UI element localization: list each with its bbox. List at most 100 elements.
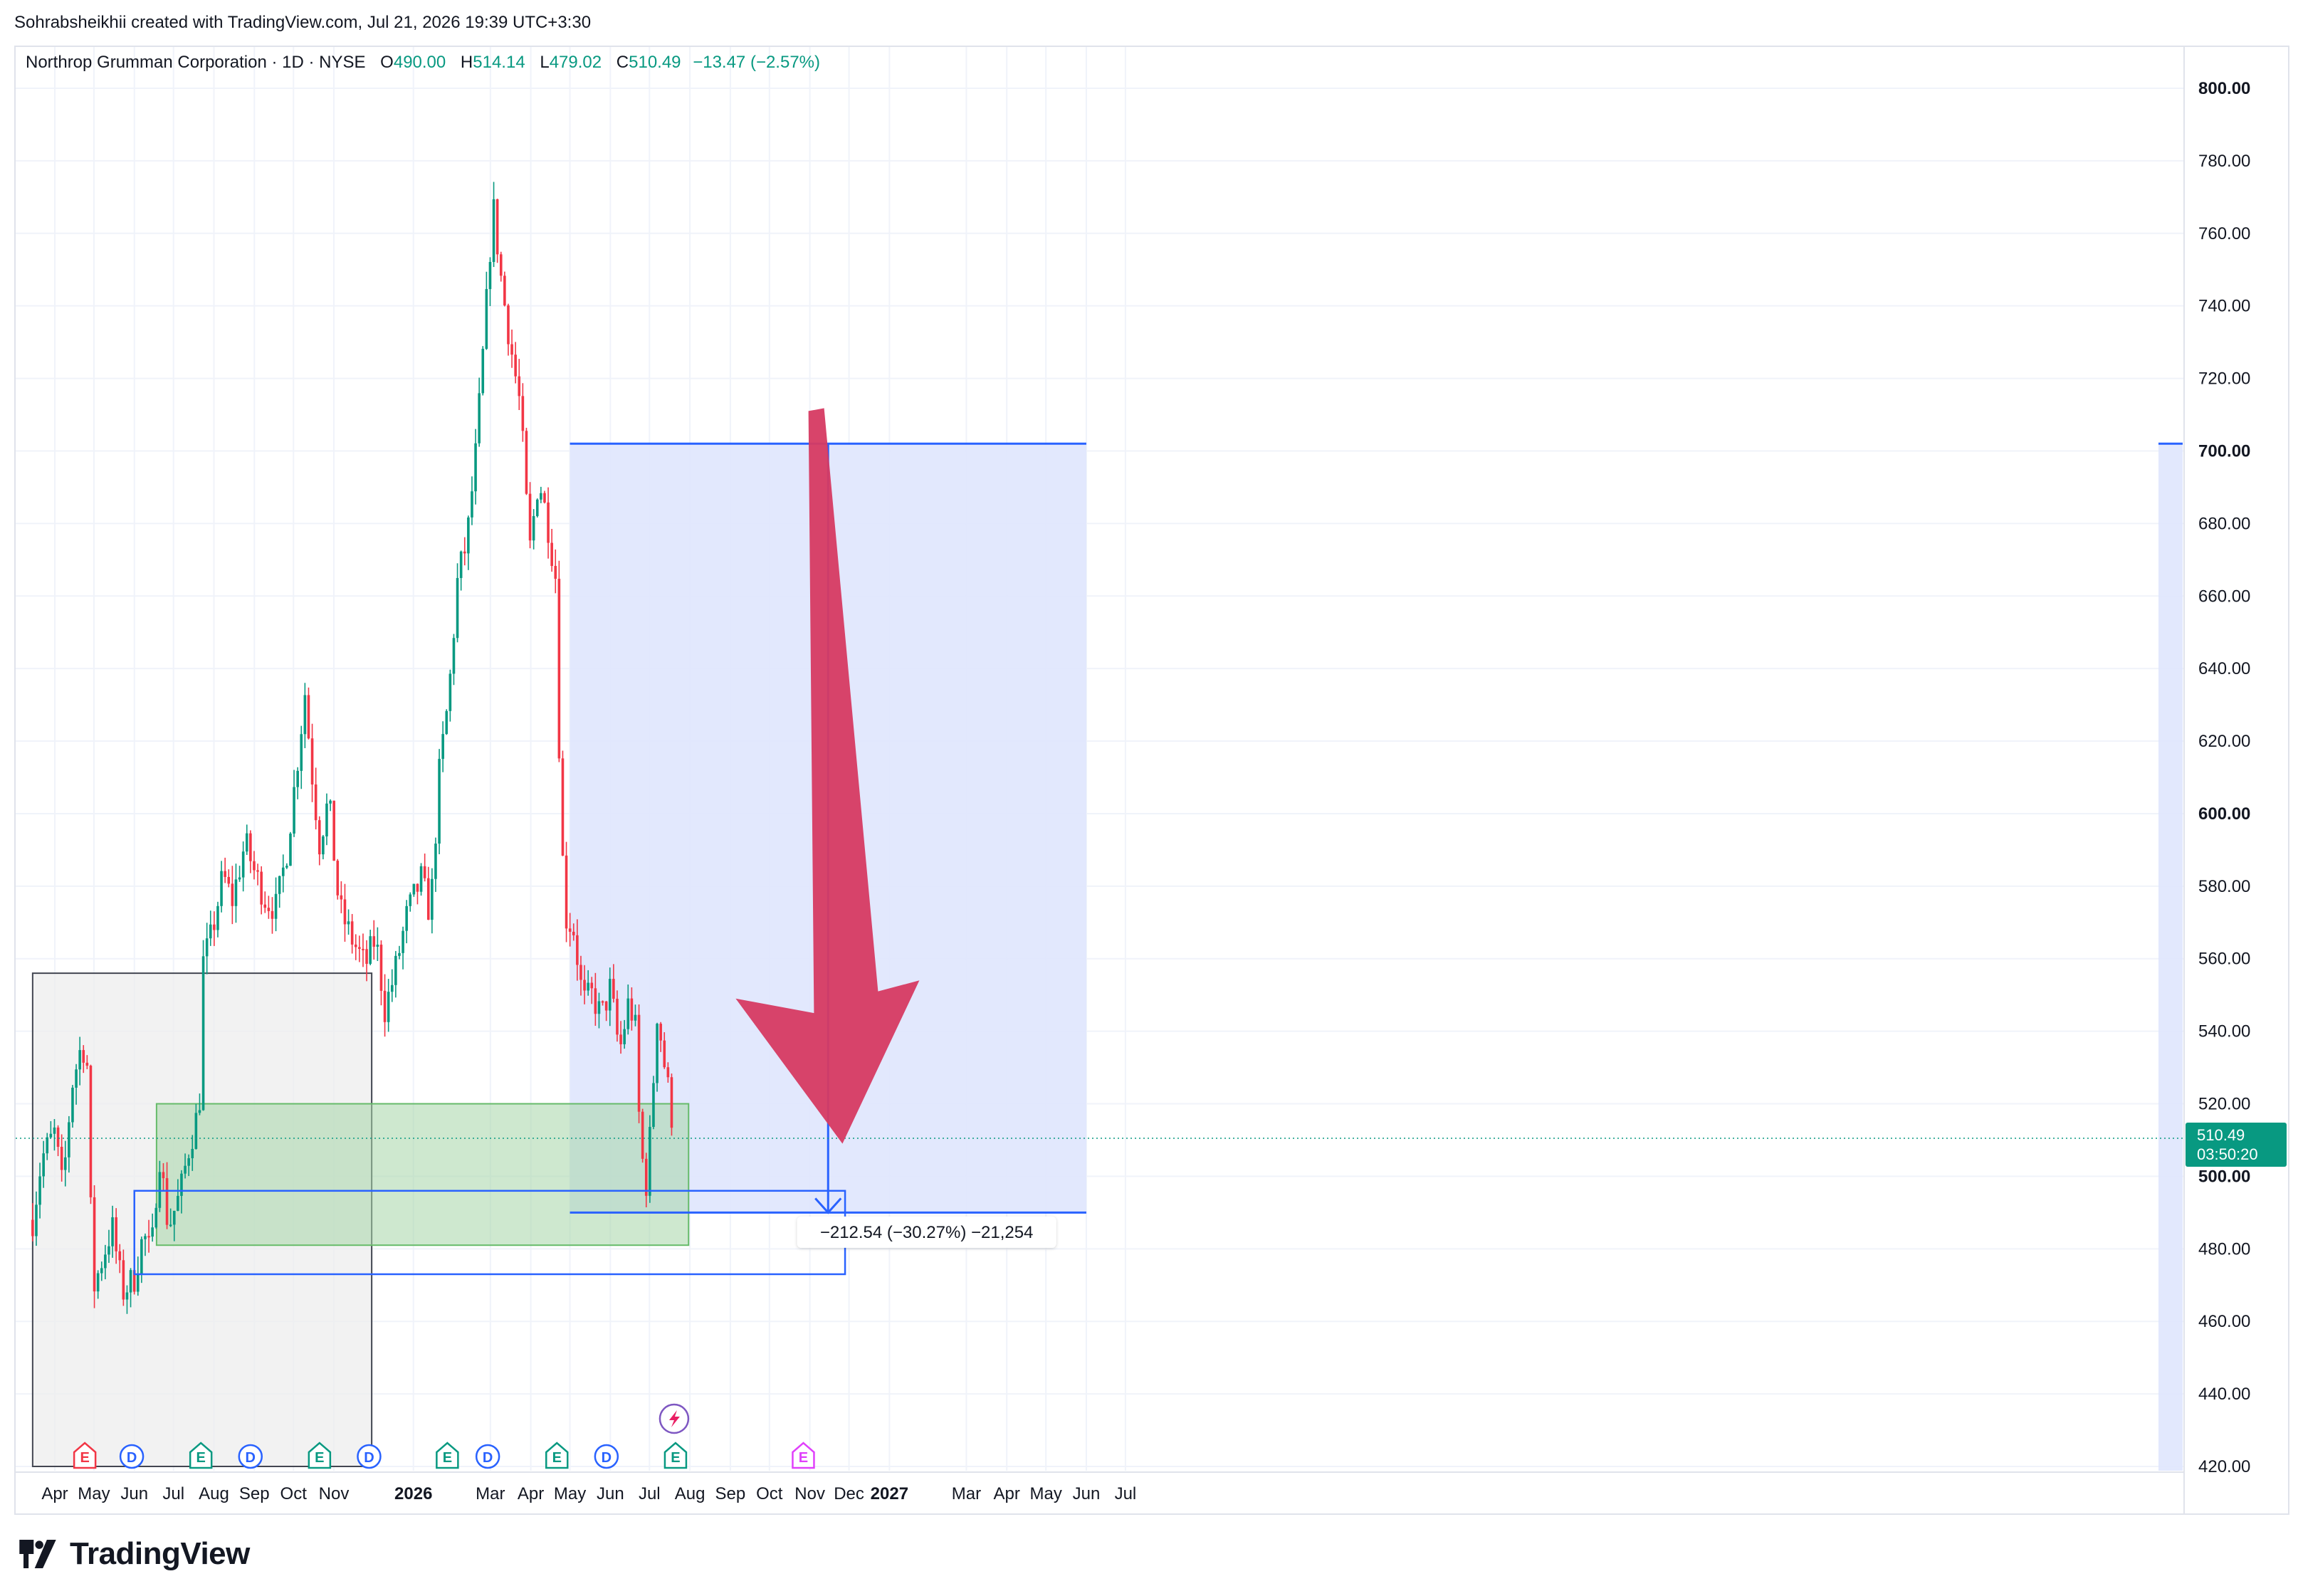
candle-body (238, 877, 241, 880)
chart-attribution: Sohrabsheikhii created with TradingView.… (14, 13, 592, 32)
earnings-marker[interactable]: E (792, 1442, 815, 1469)
dividend-icon (594, 1444, 619, 1469)
candle-body (579, 965, 582, 980)
candle-body (619, 1034, 622, 1044)
candle-body (140, 1239, 143, 1275)
candle-body (82, 1050, 85, 1063)
earnings-icon (189, 1442, 213, 1469)
high-label: H (460, 53, 473, 72)
candle-body (434, 844, 437, 879)
candle-body (322, 836, 325, 855)
candle-body (474, 443, 477, 492)
candle-body (300, 734, 303, 771)
candle-body (285, 866, 288, 868)
candle-body (583, 980, 586, 991)
earnings-marker[interactable]: E (545, 1442, 569, 1469)
price-tick-label: 740.00 (2198, 297, 2250, 316)
candle-body (463, 551, 466, 554)
candle-body (354, 944, 357, 947)
candle-body (220, 871, 223, 906)
time-tick-label: May (1029, 1484, 1061, 1503)
time-tick-label: Jul (639, 1484, 661, 1503)
candle-body (485, 289, 488, 350)
time-tick-label: Oct (756, 1484, 783, 1503)
event-marker-letter: E (315, 1450, 324, 1466)
time-tick-label: Mar (952, 1484, 981, 1503)
alert-bolt-glyph (668, 1410, 680, 1427)
chart-panel[interactable] (14, 46, 2289, 1515)
candle-body (626, 998, 630, 1029)
event-marker-letter: E (443, 1450, 452, 1466)
candle-body (129, 1270, 132, 1293)
candle-body (521, 396, 525, 431)
candle-body (471, 491, 473, 518)
candle-body (503, 275, 506, 306)
candle-body (151, 1227, 154, 1237)
candle-body (601, 1001, 604, 1003)
candle-body (528, 493, 532, 541)
earnings-marker[interactable]: E (308, 1442, 332, 1469)
candle-body (122, 1260, 125, 1300)
candle-body (318, 820, 321, 855)
candle-body (184, 1165, 187, 1174)
dividend-marker[interactable]: D (119, 1444, 145, 1469)
earnings-marker[interactable]: E (436, 1442, 459, 1469)
candle-body (96, 1273, 100, 1292)
candle-body (409, 894, 412, 906)
dividend-marker[interactable]: D (475, 1444, 500, 1469)
open-value: 490.00 (393, 53, 446, 72)
candle-body (125, 1292, 129, 1300)
time-tick-label: Apr (41, 1484, 68, 1503)
candle-body (205, 938, 209, 957)
dividend-marker[interactable]: D (357, 1444, 382, 1469)
candle-body (49, 1133, 53, 1138)
candle-body (659, 1024, 662, 1041)
candle-body (376, 944, 379, 947)
candle-body (405, 905, 408, 931)
last-price-countdown: 03:50:20 (2197, 1145, 2258, 1163)
candle-body (31, 1219, 34, 1237)
price-axis[interactable]: 800.00 780.00 760.00 740.00 720.00 700.00 680.… (2186, 79, 2287, 1476)
last-price-tag (2186, 1122, 2287, 1167)
candle-body (543, 493, 546, 503)
candle-body (107, 1246, 110, 1255)
candle-body (310, 738, 314, 784)
earnings-marker[interactable]: E (663, 1442, 688, 1469)
symbol-title[interactable]: Northrop Grumman Corporation · 1D · NYSE (26, 53, 366, 72)
price-range-highlight (2158, 443, 2183, 1471)
candle-body (590, 982, 594, 989)
event-marker-letter: D (364, 1450, 374, 1466)
candle-body (191, 1148, 194, 1159)
dividend-marker[interactable]: D (238, 1444, 263, 1469)
earnings-marker[interactable]: E (189, 1442, 213, 1469)
event-marker-letter: D (602, 1450, 612, 1466)
candle-body (507, 305, 510, 345)
candle-body (241, 851, 245, 878)
time-tick-label: Sep (239, 1484, 270, 1503)
candle-body (93, 1197, 96, 1292)
time-axis[interactable]: Apr May Jun Jul Aug Sep Oct Nov 2026 Mar Apr May Jun… (41, 1484, 1136, 1503)
candle-body (641, 1111, 644, 1159)
candle-body (649, 1127, 651, 1196)
price-candles (31, 182, 673, 1314)
candle-body (616, 999, 619, 1035)
earnings-marker[interactable]: E (73, 1442, 97, 1469)
candle-body (75, 1069, 78, 1088)
dividend-marker[interactable]: D (594, 1444, 619, 1469)
candle-body (576, 935, 579, 965)
tradingview-brand[interactable]: TradingView (16, 1536, 250, 1572)
candle-body (448, 673, 452, 711)
candle-body (60, 1147, 63, 1170)
candle-body (350, 921, 354, 945)
candle-body (441, 734, 444, 760)
earnings-icon (663, 1442, 688, 1469)
candle-body (253, 861, 256, 871)
candle-body (630, 998, 634, 1021)
candle-body (115, 1217, 117, 1251)
candle-body (452, 638, 456, 674)
candle-body (423, 866, 426, 878)
price-tick-label: 540.00 (2198, 1022, 2250, 1041)
time-tick-label: 2027 (871, 1484, 908, 1503)
time-tick-label: Jul (1115, 1484, 1137, 1503)
